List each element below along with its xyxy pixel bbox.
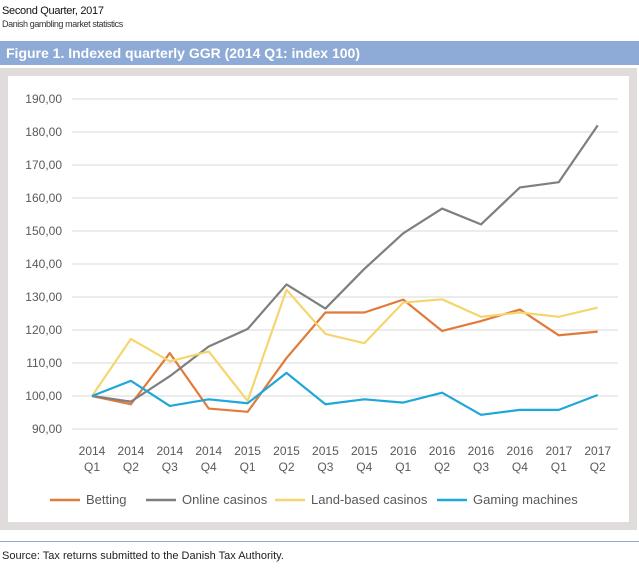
x-tick-label: 2015 [312,444,339,458]
x-tick-label: 2015 [234,444,261,458]
x-tick-label: Q3 [473,460,489,474]
x-tick-label: 2016 [390,444,417,458]
x-tick-label: Q2 [123,460,139,474]
legend-label: Land-based casinos [311,492,428,507]
y-tick-label: 140,00 [25,257,62,271]
x-tick-label: 2015 [273,444,300,458]
x-tick-label: Q3 [317,460,333,474]
y-tick-label: 110,00 [26,356,62,370]
y-tick-label: 150,00 [25,224,62,238]
x-tick-label: Q3 [162,460,178,474]
x-tick-label: Q1 [395,460,411,474]
y-tick-label: 90,00 [32,422,62,436]
x-tick-label: Q1 [240,460,256,474]
y-tick-label: 180,00 [25,125,62,139]
divider [0,541,639,542]
x-tick-label: 2014 [156,444,183,458]
figure-title: Figure 1. Indexed quarterly GGR (2014 Q1… [0,41,639,65]
x-tick-label: Q2 [434,460,450,474]
series-line-land-based-casinos [91,288,598,403]
x-tick-label: Q4 [201,460,217,474]
legend-label: Online casinos [182,492,268,507]
x-tick-label: 2017 [584,444,611,458]
x-tick-label: 2014 [195,444,222,458]
x-tick-label: Q2 [590,460,606,474]
report-subtitle: Danish gambling market statistics [2,19,123,29]
x-tick-label: 2016 [468,444,495,458]
y-tick-label: 130,00 [25,290,62,304]
report-title: Second Quarter, 2017 [2,5,104,17]
x-tick-label: 2016 [507,444,534,458]
x-tick-label: Q4 [512,460,528,474]
y-tick-label: 160,00 [25,191,62,205]
legend-label: Betting [86,492,126,507]
x-tick-label: 2016 [429,444,456,458]
x-tick-label: Q1 [84,460,100,474]
y-tick-label: 100,00 [25,389,62,403]
series-line-betting [91,298,598,413]
legend-label: Gaming machines [473,492,578,507]
y-tick-label: 170,00 [25,158,62,172]
x-tick-label: Q4 [356,460,372,474]
y-tick-label: 120,00 [25,323,62,337]
chart-area [8,76,629,522]
x-tick-label: 2014 [118,444,145,458]
series-line-online-casinos [91,124,599,403]
x-tick-label: 2014 [79,444,106,458]
y-tick-label: 190,00 [25,92,62,106]
source-note: Source: Tax returns submitted to the Dan… [2,550,284,562]
x-tick-label: 2015 [351,444,378,458]
x-tick-label: Q2 [278,460,294,474]
x-tick-label: Q1 [551,460,567,474]
x-tick-label: 2017 [545,444,572,458]
series-line-gaming-machines [91,371,599,416]
